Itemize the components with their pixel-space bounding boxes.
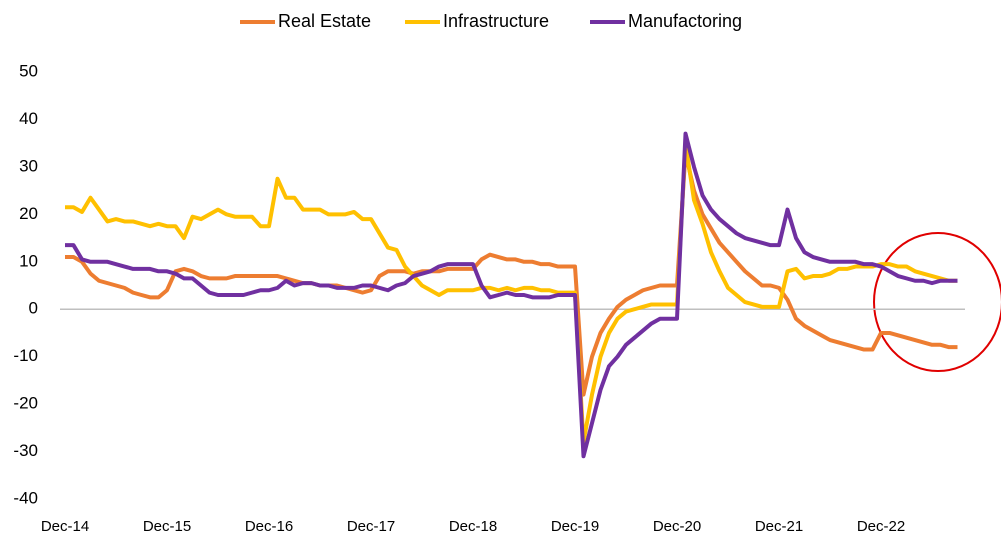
y-tick-label: 30 bbox=[19, 156, 38, 175]
y-tick-label: 20 bbox=[19, 204, 38, 223]
series-line bbox=[65, 131, 958, 459]
legend-label: Real Estate bbox=[278, 11, 371, 31]
legend-label: Infrastructure bbox=[443, 11, 549, 31]
x-tick-label: Dec-14 bbox=[41, 518, 89, 535]
series-line bbox=[65, 150, 958, 397]
x-tick-label: Dec-20 bbox=[653, 518, 701, 535]
x-tick-label: Dec-16 bbox=[245, 518, 293, 535]
y-tick-label: 0 bbox=[29, 299, 38, 318]
y-tick-label: 10 bbox=[19, 251, 38, 270]
legend-label: Manufactoring bbox=[628, 11, 742, 31]
highlight-circle bbox=[873, 232, 1001, 372]
y-tick-label: 40 bbox=[19, 109, 38, 128]
series-line bbox=[65, 141, 958, 445]
y-tick-label: -30 bbox=[13, 441, 38, 460]
y-tick-label: 50 bbox=[19, 61, 38, 80]
x-tick-label: Dec-15 bbox=[143, 518, 191, 535]
y-tick-label: -20 bbox=[13, 394, 38, 413]
x-tick-label: Dec-17 bbox=[347, 518, 395, 535]
x-tick-label: Dec-18 bbox=[449, 518, 497, 535]
y-tick-label: -40 bbox=[13, 488, 38, 507]
x-tick-label: Dec-22 bbox=[857, 518, 905, 535]
x-tick-label: Dec-19 bbox=[551, 518, 599, 535]
x-tick-label: Dec-21 bbox=[755, 518, 803, 535]
y-tick-label: -10 bbox=[13, 346, 38, 365]
